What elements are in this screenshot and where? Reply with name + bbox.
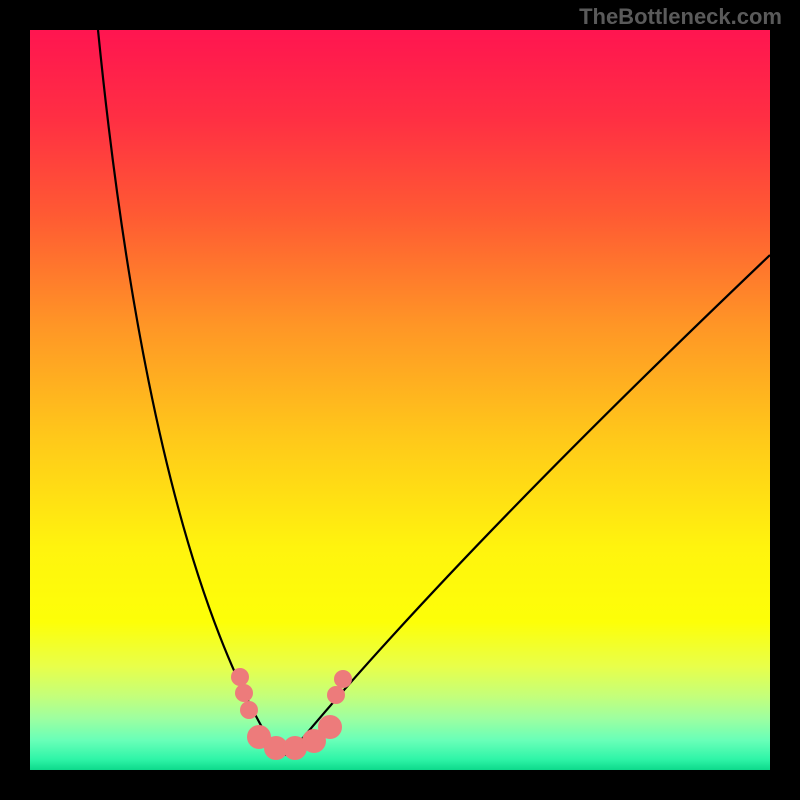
bottleneck-curve (30, 30, 770, 770)
watermark-text: TheBottleneck.com (579, 4, 782, 30)
curve-marker (318, 715, 342, 739)
curve-marker (235, 684, 253, 702)
curve-marker (334, 670, 352, 688)
plot-area (30, 30, 770, 770)
curve-marker (240, 701, 258, 719)
curve-marker (327, 686, 345, 704)
curve-marker (231, 668, 249, 686)
